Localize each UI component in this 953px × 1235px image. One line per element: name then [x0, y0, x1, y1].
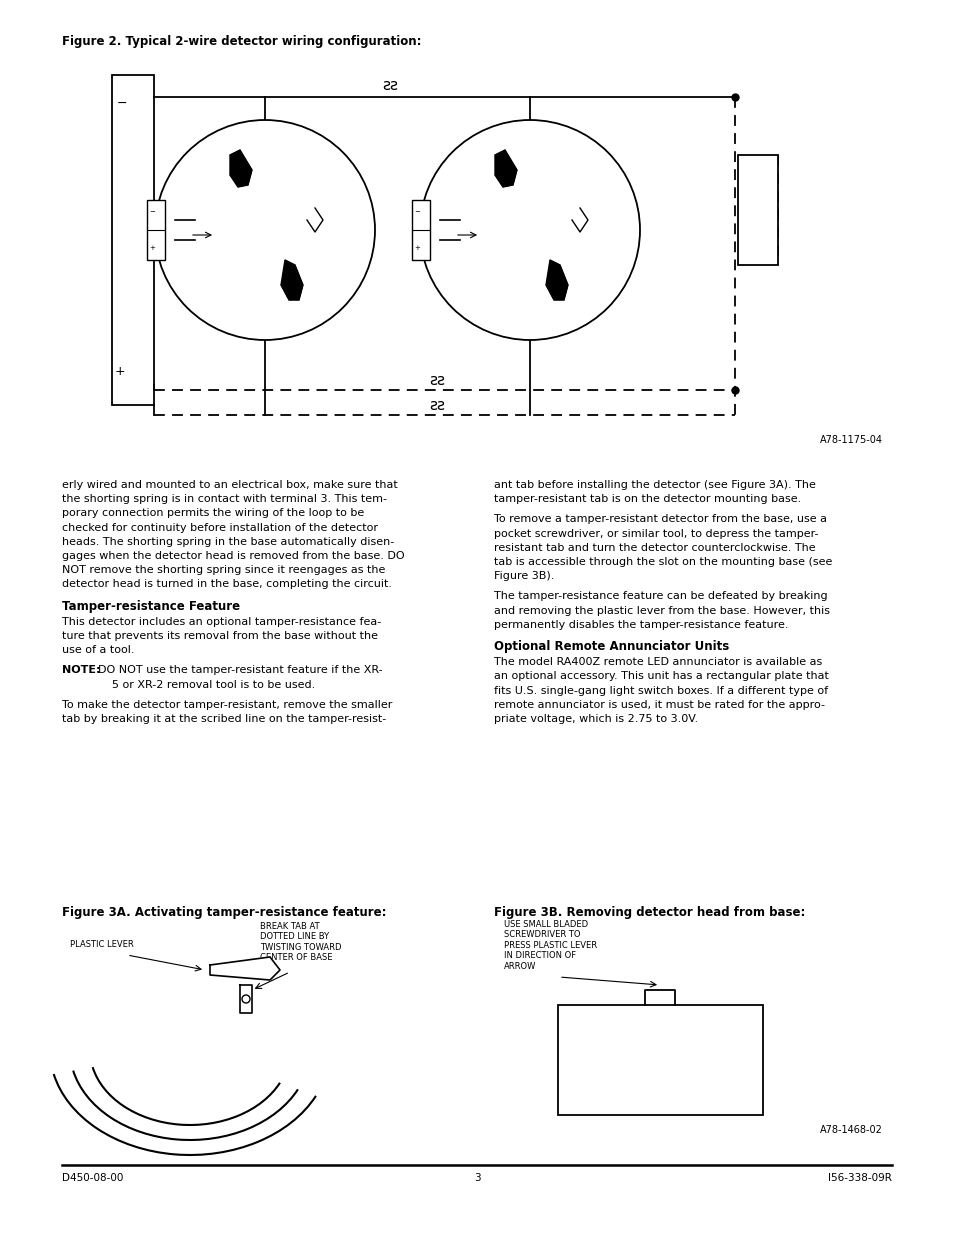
Text: BREAK TAB AT
DOTTED LINE BY
TWISTING TOWARD
CENTER OF BASE: BREAK TAB AT DOTTED LINE BY TWISTING TOW…: [260, 923, 341, 962]
Text: gages when the detector head is removed from the base. DO: gages when the detector head is removed …: [62, 551, 404, 561]
Text: −: −: [414, 209, 419, 215]
Text: Figure 2. Typical 2-wire detector wiring configuration:: Figure 2. Typical 2-wire detector wiring…: [62, 35, 421, 48]
Text: fits U.S. single-gang light switch boxes. If a different type of: fits U.S. single-gang light switch boxes…: [494, 685, 827, 695]
Text: The tamper-resistance feature can be defeated by breaking: The tamper-resistance feature can be def…: [494, 592, 827, 601]
Text: erly wired and mounted to an electrical box, make sure that: erly wired and mounted to an electrical …: [62, 480, 397, 490]
Bar: [147, 200, 165, 261]
Text: DO NOT use the tamper-resistant feature if the XR-: DO NOT use the tamper-resistant feature …: [98, 666, 382, 676]
Text: A78-1175-04: A78-1175-04: [820, 435, 882, 445]
Text: resistant tab and turn the detector counterclockwise. The: resistant tab and turn the detector coun…: [494, 543, 815, 553]
Text: the shorting spring is in contact with terminal 3. This tem-: the shorting spring is in contact with t…: [62, 494, 387, 504]
Text: −: −: [117, 98, 128, 110]
Text: pocket screwdriver, or similar tool, to depress the tamper-: pocket screwdriver, or similar tool, to …: [494, 529, 818, 538]
Text: Optional Remote Annunciator Units: Optional Remote Annunciator Units: [494, 640, 728, 653]
Text: PLASTIC LEVER: PLASTIC LEVER: [70, 940, 133, 948]
Text: USE SMALL BLADED
SCREWDRIVER TO
PRESS PLASTIC LEVER
IN DIRECTION OF
ARROW: USE SMALL BLADED SCREWDRIVER TO PRESS PL…: [503, 920, 597, 971]
Text: detector head is turned in the base, completing the circuit.: detector head is turned in the base, com…: [62, 579, 392, 589]
Text: tamper-resistant tab is on the detector mounting base.: tamper-resistant tab is on the detector …: [494, 494, 801, 504]
Text: Tamper-resistance Feature: Tamper-resistance Feature: [62, 600, 240, 613]
Text: To make the detector tamper-resistant, remove the smaller: To make the detector tamper-resistant, r…: [62, 700, 392, 710]
Bar: [738, 156, 778, 266]
Circle shape: [154, 120, 375, 340]
Text: Figure 3B).: Figure 3B).: [494, 572, 554, 582]
Text: The model RA400Z remote LED annunciator is available as: The model RA400Z remote LED annunciator …: [494, 657, 821, 667]
Text: A78-1468-02: A78-1468-02: [820, 1125, 882, 1135]
Circle shape: [419, 120, 639, 340]
Text: +: +: [115, 366, 126, 378]
Text: To remove a tamper-resistant detector from the base, use a: To remove a tamper-resistant detector fr…: [494, 515, 826, 525]
Polygon shape: [495, 149, 517, 186]
Polygon shape: [210, 957, 280, 981]
Text: 5 or XR-2 removal tool is to be used.: 5 or XR-2 removal tool is to be used.: [112, 679, 314, 689]
Bar: [558, 1005, 762, 1115]
Text: tab by breaking it at the scribed line on the tamper-resist-: tab by breaking it at the scribed line o…: [62, 714, 386, 724]
Text: ƨƨ: ƨƨ: [381, 78, 397, 93]
Text: 3: 3: [474, 1173, 479, 1183]
Text: porary connection permits the wiring of the loop to be: porary connection permits the wiring of …: [62, 509, 364, 519]
Text: Figure 3A. Activating tamper-resistance feature:: Figure 3A. Activating tamper-resistance …: [62, 906, 386, 919]
Text: +: +: [149, 245, 154, 251]
Text: tab is accessible through the slot on the mounting base (see: tab is accessible through the slot on th…: [494, 557, 832, 567]
Text: an optional accessory. This unit has a rectangular plate that: an optional accessory. This unit has a r…: [494, 672, 828, 682]
Text: I56-338-09R: I56-338-09R: [827, 1173, 891, 1183]
Text: ant tab before installing the detector (see Figure 3A). The: ant tab before installing the detector (…: [494, 480, 815, 490]
Circle shape: [242, 995, 250, 1003]
Text: This detector includes an optional tamper-resistance fea-: This detector includes an optional tampe…: [62, 616, 381, 627]
Polygon shape: [240, 986, 252, 1013]
Text: Figure 3B. Removing detector head from base:: Figure 3B. Removing detector head from b…: [494, 906, 804, 919]
Text: ƨƨ: ƨƨ: [429, 373, 444, 388]
Text: remote annunciator is used, it must be rated for the appro-: remote annunciator is used, it must be r…: [494, 700, 824, 710]
Bar: [412, 200, 430, 261]
Text: permanently disables the tamper-resistance feature.: permanently disables the tamper-resistan…: [494, 620, 788, 630]
Text: −: −: [149, 209, 154, 215]
Text: NOTE:: NOTE:: [62, 666, 100, 676]
Text: ƨƨ: ƨƨ: [429, 398, 444, 412]
Text: ture that prevents its removal from the base without the: ture that prevents its removal from the …: [62, 631, 377, 641]
Text: use of a tool.: use of a tool.: [62, 645, 134, 656]
Text: priate voltage, which is 2.75 to 3.0V.: priate voltage, which is 2.75 to 3.0V.: [494, 714, 698, 724]
Polygon shape: [545, 261, 567, 300]
Text: and removing the plastic lever from the base. However, this: and removing the plastic lever from the …: [494, 605, 829, 615]
Text: NOT remove the shorting spring since it reengages as the: NOT remove the shorting spring since it …: [62, 566, 385, 576]
Text: +: +: [414, 245, 419, 251]
Text: D450-08-00: D450-08-00: [62, 1173, 123, 1183]
Bar: [112, 75, 153, 405]
Polygon shape: [281, 261, 303, 300]
Text: heads. The shorting spring in the base automatically disen-: heads. The shorting spring in the base a…: [62, 537, 394, 547]
Polygon shape: [230, 149, 252, 186]
Text: checked for continuity before installation of the detector: checked for continuity before installati…: [62, 522, 377, 532]
